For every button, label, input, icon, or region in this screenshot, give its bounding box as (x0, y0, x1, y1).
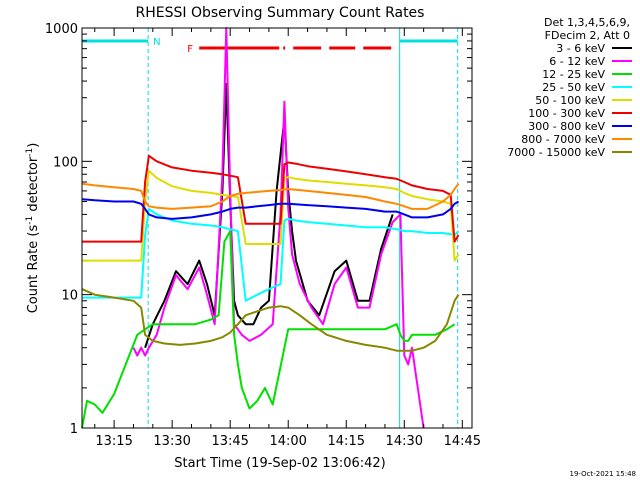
y-tick-label-2: 100 (53, 155, 78, 170)
legend-label-0: 3 - 6 keV (556, 42, 605, 55)
series-line-6 (81, 198, 460, 220)
x-tick-label-0: 13:15 (95, 434, 132, 449)
y-axis-label-part2: detector (26, 156, 41, 216)
y-axis-label-sup2: -1 (25, 148, 35, 157)
legend-label-2: 12 - 25 keV (542, 68, 605, 81)
x-axis-label: Start Time (19-Sep-02 13:06:42) (174, 456, 385, 471)
y-axis-label-part1: Count Rate (s (26, 225, 41, 314)
legend-label-3: 25 - 50 keV (542, 81, 605, 94)
x-tick-label-1: 13:30 (153, 434, 190, 449)
series-line-8 (81, 288, 460, 352)
series-line-5 (82, 154, 460, 243)
y-axis-label: Count Rate (s-1 detector-1) (25, 143, 41, 314)
plot-frame (81, 27, 473, 429)
legend-label-5: 100 - 300 keV (528, 107, 605, 120)
footer-date: 19-Oct-2021 15:48 (570, 470, 636, 478)
y-axis-label-sup1: -1 (25, 216, 35, 225)
flare-flag-label: F (187, 44, 193, 55)
legend-label-4: 50 - 100 keV (535, 94, 605, 107)
series-line-1 (132, 27, 425, 429)
y-axis: 1 10 100 1000 (45, 22, 472, 437)
series-line-2 (81, 230, 456, 429)
night-flags (82, 28, 459, 428)
series-layer (81, 27, 460, 429)
y-tick-label-3: 1000 (45, 22, 78, 37)
legend-label-1: 6 - 12 keV (549, 55, 605, 68)
chart-title: RHESSI Observing Summary Count Rates (136, 5, 425, 21)
series-line-3 (82, 207, 460, 302)
y-axis-label-part3: ) (26, 143, 41, 148)
series-line-0 (144, 83, 394, 349)
x-tick-label-2: 13:45 (211, 434, 248, 449)
night-flag-label: N (153, 37, 160, 48)
series-line-7 (81, 182, 460, 210)
legend-label-8: 7000 - 15000 keV (507, 146, 605, 159)
x-axis: 13:15 13:30 13:45 14:00 14:15 14:30 14:45 (94, 28, 481, 449)
legend-header-line1: Det 1,3,4,5,6,9, (544, 16, 630, 29)
x-tick-label-6: 14:45 (444, 434, 481, 449)
legend-label-7: 800 - 7000 keV (521, 133, 605, 146)
y-tick-label-0: 1 (70, 422, 78, 437)
legend-label-6: 300 - 800 keV (528, 120, 605, 133)
x-tick-label-4: 14:15 (328, 434, 365, 449)
x-tick-label-5: 14:30 (386, 434, 423, 449)
y-tick-label-1: 10 (61, 289, 78, 304)
legend-header-line2: FDecim 2, Att 0 (545, 29, 630, 42)
x-tick-label-3: 14:00 (269, 434, 306, 449)
series-line-4 (82, 169, 460, 262)
